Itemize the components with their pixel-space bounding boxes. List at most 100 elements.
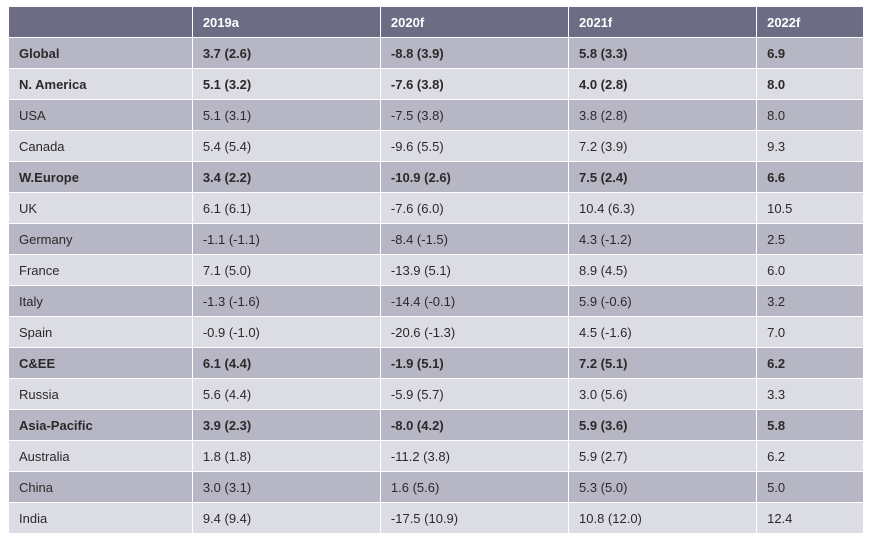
table-row: N. America5.1 (3.2)-7.6 (3.8)4.0 (2.8)8.… [9,69,864,100]
cell: 12.4 [757,503,864,534]
row-label: Global [9,38,193,69]
cell: -0.9 (-1.0) [192,317,380,348]
cell: 8.0 [757,100,864,131]
row-label: France [9,255,193,286]
cell: 5.8 [757,410,864,441]
cell: 7.0 [757,317,864,348]
table-row: China3.0 (3.1)1.6 (5.6)5.3 (5.0)5.0 [9,472,864,503]
cell: 6.1 (6.1) [192,193,380,224]
cell: 6.9 [757,38,864,69]
cell: -8.8 (3.9) [380,38,568,69]
row-label: C&EE [9,348,193,379]
row-label: China [9,472,193,503]
header-col-3: 2022f [757,7,864,38]
cell: -10.9 (2.6) [380,162,568,193]
table-row: India9.4 (9.4)-17.5 (10.9)10.8 (12.0)12.… [9,503,864,534]
cell: 5.9 (-0.6) [569,286,757,317]
cell: 3.4 (2.2) [192,162,380,193]
table-row: C&EE6.1 (4.4)-1.9 (5.1)7.2 (5.1)6.2 [9,348,864,379]
cell: 3.9 (2.3) [192,410,380,441]
cell: 6.2 [757,441,864,472]
cell: -1.1 (-1.1) [192,224,380,255]
cell: 10.8 (12.0) [569,503,757,534]
cell: 7.1 (5.0) [192,255,380,286]
cell: 1.8 (1.8) [192,441,380,472]
table-row: Russia5.6 (4.4)-5.9 (5.7)3.0 (5.6)3.3 [9,379,864,410]
row-label: Russia [9,379,193,410]
cell: -11.2 (3.8) [380,441,568,472]
cell: 1.6 (5.6) [380,472,568,503]
table-row: Global3.7 (2.6)-8.8 (3.9)5.8 (3.3)6.9 [9,38,864,69]
cell: 7.2 (3.9) [569,131,757,162]
cell: 4.0 (2.8) [569,69,757,100]
row-label: UK [9,193,193,224]
cell: 10.4 (6.3) [569,193,757,224]
table-row: Spain-0.9 (-1.0)-20.6 (-1.3)4.5 (-1.6)7.… [9,317,864,348]
cell: 6.1 (4.4) [192,348,380,379]
header-blank [9,7,193,38]
cell: 5.8 (3.3) [569,38,757,69]
cell: 5.4 (5.4) [192,131,380,162]
table-row: Australia1.8 (1.8)-11.2 (3.8)5.9 (2.7)6.… [9,441,864,472]
cell: -5.9 (5.7) [380,379,568,410]
cell: 8.0 [757,69,864,100]
cell: -20.6 (-1.3) [380,317,568,348]
cell: 3.3 [757,379,864,410]
row-label: India [9,503,193,534]
cell: 5.3 (5.0) [569,472,757,503]
cell: 2.5 [757,224,864,255]
header-col-1: 2020f [380,7,568,38]
row-label: W.Europe [9,162,193,193]
cell: 5.1 (3.1) [192,100,380,131]
table-row: W.Europe3.4 (2.2)-10.9 (2.6)7.5 (2.4)6.6 [9,162,864,193]
header-col-0: 2019a [192,7,380,38]
cell: 5.6 (4.4) [192,379,380,410]
cell: 6.2 [757,348,864,379]
cell: -8.4 (-1.5) [380,224,568,255]
row-label: Australia [9,441,193,472]
cell: 4.3 (-1.2) [569,224,757,255]
cell: -13.9 (5.1) [380,255,568,286]
cell: 7.5 (2.4) [569,162,757,193]
cell: -14.4 (-0.1) [380,286,568,317]
cell: -7.5 (3.8) [380,100,568,131]
row-label: N. America [9,69,193,100]
cell: 6.6 [757,162,864,193]
cell: 3.2 [757,286,864,317]
cell: 3.8 (2.8) [569,100,757,131]
table-row: Germany-1.1 (-1.1)-8.4 (-1.5)4.3 (-1.2)2… [9,224,864,255]
table-row: Canada5.4 (5.4)-9.6 (5.5)7.2 (3.9)9.3 [9,131,864,162]
header-col-2: 2021f [569,7,757,38]
cell: 8.9 (4.5) [569,255,757,286]
forecast-table: 2019a 2020f 2021f 2022f Global3.7 (2.6)-… [8,6,864,534]
cell: -1.3 (-1.6) [192,286,380,317]
table-row: UK6.1 (6.1)-7.6 (6.0)10.4 (6.3)10.5 [9,193,864,224]
table-row: Italy-1.3 (-1.6)-14.4 (-0.1)5.9 (-0.6)3.… [9,286,864,317]
cell: 7.2 (5.1) [569,348,757,379]
row-label: Asia-Pacific [9,410,193,441]
cell: -1.9 (5.1) [380,348,568,379]
cell: -8.0 (4.2) [380,410,568,441]
row-label: Germany [9,224,193,255]
row-label: Spain [9,317,193,348]
row-label: Canada [9,131,193,162]
cell: 10.5 [757,193,864,224]
cell: -17.5 (10.9) [380,503,568,534]
cell: 9.4 (9.4) [192,503,380,534]
row-label: Italy [9,286,193,317]
cell: 5.1 (3.2) [192,69,380,100]
cell: -7.6 (6.0) [380,193,568,224]
cell: 3.7 (2.6) [192,38,380,69]
cell: -7.6 (3.8) [380,69,568,100]
table-row: Asia-Pacific3.9 (2.3)-8.0 (4.2)5.9 (3.6)… [9,410,864,441]
table-header-row: 2019a 2020f 2021f 2022f [9,7,864,38]
table-row: France7.1 (5.0)-13.9 (5.1)8.9 (4.5)6.0 [9,255,864,286]
cell: 5.9 (3.6) [569,410,757,441]
cell: 4.5 (-1.6) [569,317,757,348]
cell: 9.3 [757,131,864,162]
table-row: USA5.1 (3.1)-7.5 (3.8)3.8 (2.8)8.0 [9,100,864,131]
cell: 5.0 [757,472,864,503]
row-label: USA [9,100,193,131]
cell: 3.0 (3.1) [192,472,380,503]
cell: 6.0 [757,255,864,286]
